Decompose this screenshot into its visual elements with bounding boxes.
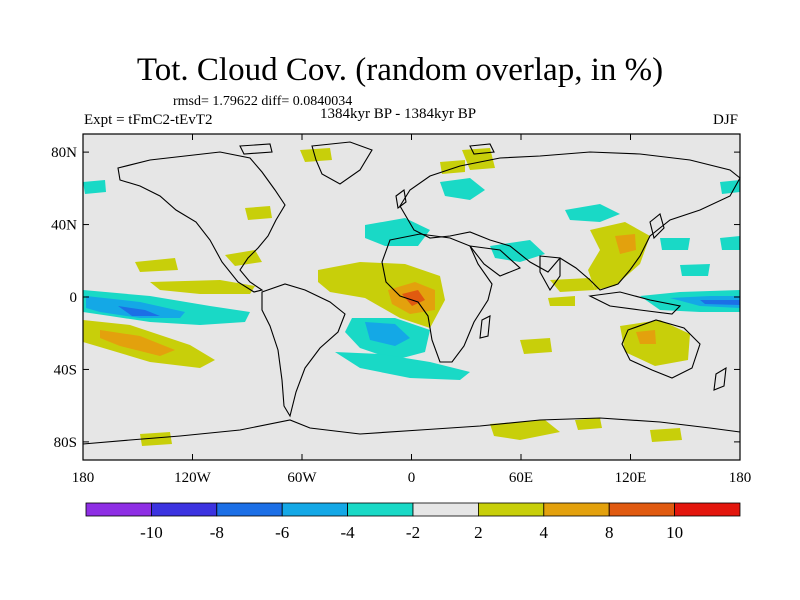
lon-label: 60W xyxy=(287,470,317,486)
colorbar-label: 2 xyxy=(474,523,483,542)
coastline-madagascar xyxy=(479,315,491,339)
colorbar-swatch xyxy=(85,502,152,517)
anomaly-region xyxy=(335,352,470,380)
colorbar-label: -8 xyxy=(210,523,224,542)
season-label: DJF xyxy=(713,112,739,128)
lat-label: 40N xyxy=(51,218,77,234)
anomaly-region xyxy=(440,178,485,200)
anomaly-region xyxy=(83,290,250,325)
lon-label: 180 xyxy=(729,470,752,486)
lon-label: 60E xyxy=(509,470,533,486)
anomaly-region xyxy=(490,420,560,440)
coastline-indonesia xyxy=(588,291,682,315)
colorbar-swatch xyxy=(674,502,741,517)
anomaly-region xyxy=(548,296,575,306)
experiment-label: Expt = tFmC2-tEvT2 xyxy=(84,112,213,128)
colorbar-swatch xyxy=(150,502,218,517)
coastline-north-america xyxy=(117,151,286,293)
colorbar: -10 -8 -6 -4 -2 2 4 8 10 xyxy=(85,502,741,542)
anomaly-region xyxy=(365,218,430,246)
anomaly-region xyxy=(300,148,332,162)
anomaly-region xyxy=(100,330,175,356)
colorbar-label: -10 xyxy=(140,523,163,542)
lat-label: 0 xyxy=(70,290,78,306)
anomaly-region xyxy=(490,240,545,262)
lat-label: 40S xyxy=(54,362,77,378)
anomaly-region xyxy=(245,206,272,220)
coastlines xyxy=(82,141,741,445)
colorbar-swatch xyxy=(216,502,283,517)
lon-label: 120E xyxy=(615,470,647,486)
longitude-axis: 180 120W 60W 0 60E 120E 180 xyxy=(72,134,752,486)
coastline-africa xyxy=(381,233,493,363)
colorbar-label: 8 xyxy=(605,523,614,542)
anomaly-region xyxy=(615,234,636,254)
colorbar-swatch xyxy=(477,502,545,517)
colorbar-swatch xyxy=(543,502,610,517)
coastline-japan xyxy=(649,213,665,240)
colorbar-label: 4 xyxy=(540,523,549,542)
anomaly-region xyxy=(520,338,552,354)
anomaly-region xyxy=(720,180,740,194)
anomaly-region xyxy=(150,280,255,294)
anomaly-region xyxy=(636,330,656,344)
lat-label: 80S xyxy=(54,435,77,451)
colorbar-swatch xyxy=(347,502,414,517)
colorbar-swatch xyxy=(281,502,349,517)
anomaly-region xyxy=(720,236,740,250)
coastline-south-america xyxy=(261,283,346,418)
colorbar-label: 10 xyxy=(666,523,683,542)
anomaly-region xyxy=(365,322,410,346)
chart-title: Tot. Cloud Cov. (random overlap, in %) xyxy=(136,52,664,88)
anomaly-region xyxy=(650,428,682,442)
latitude-axis: 80N 40N 0 40S 80S xyxy=(51,145,740,451)
lat-label: 80N xyxy=(51,145,77,161)
anomaly-region xyxy=(140,432,172,446)
anomaly-region xyxy=(83,180,106,194)
period-label: 1384kyr BP - 1384kyr BP xyxy=(320,106,477,122)
coastline-eurasia xyxy=(399,151,741,291)
anomaly-region xyxy=(565,204,620,222)
colorbar-label: -4 xyxy=(341,523,356,542)
lon-label: 0 xyxy=(408,470,416,486)
coastline-greenland xyxy=(311,141,373,185)
coastline-arabia xyxy=(468,245,522,277)
anomaly-region xyxy=(680,264,710,276)
colorbar-label: -6 xyxy=(275,523,289,542)
anomaly-region xyxy=(575,418,602,430)
lon-label: 120W xyxy=(174,470,212,486)
anomaly-region xyxy=(118,306,160,316)
coastline-india xyxy=(539,255,561,292)
anomaly-region xyxy=(135,258,178,272)
stats-label: rmsd= 1.79622 diff= 0.0840034 xyxy=(173,94,353,109)
colorbar-swatch xyxy=(412,502,479,517)
anomaly-shading xyxy=(83,148,740,446)
colorbar-swatch xyxy=(608,502,676,517)
anomaly-region xyxy=(86,296,185,318)
anomaly-region xyxy=(700,300,740,305)
coastline-arctic-islands xyxy=(239,143,273,155)
anomaly-region xyxy=(550,278,595,292)
coastline-new-zealand xyxy=(713,366,727,391)
coastline-british-isles xyxy=(395,189,407,209)
anomaly-region xyxy=(660,238,690,250)
anomaly-region xyxy=(402,290,425,306)
coastline-australia xyxy=(621,319,701,379)
coastline-antarctica xyxy=(82,417,741,445)
coastline-arctic-islands xyxy=(469,143,495,155)
lon-label: 180 xyxy=(72,470,95,486)
colorbar-label: -2 xyxy=(406,523,420,542)
